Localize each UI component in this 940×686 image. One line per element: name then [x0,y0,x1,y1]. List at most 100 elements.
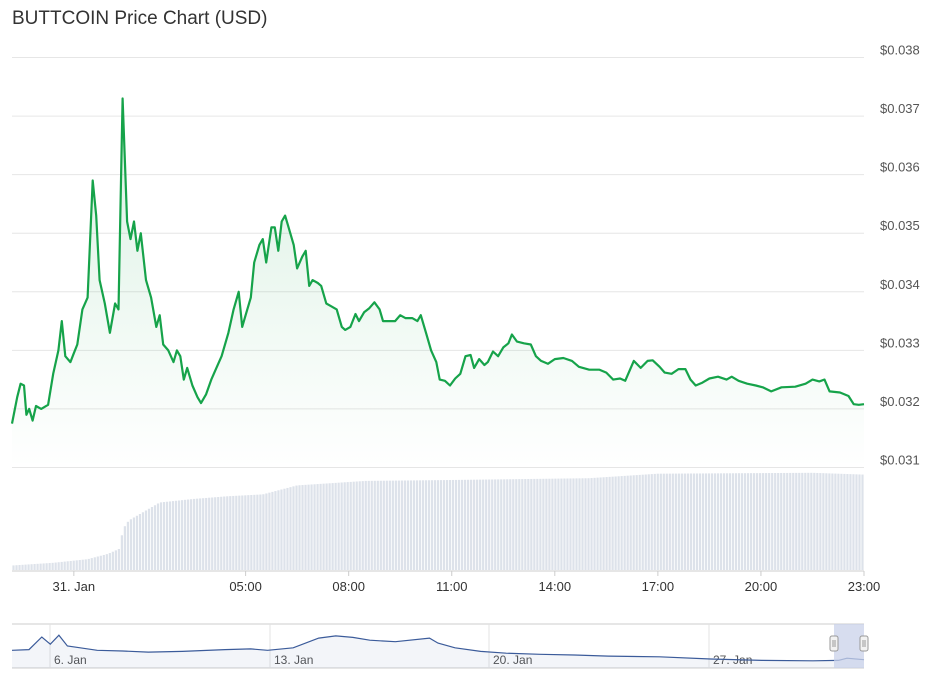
volume-bar [650,474,653,570]
x-tick-label: 05:00 [229,579,262,594]
volume-bar [593,477,596,570]
volume-bar [542,478,545,570]
volume-bar [15,565,18,570]
volume-bar [18,565,21,570]
navigator-handle-left[interactable] [829,635,839,652]
x-axis: 31. Jan 05:00 08:00 11:00 14:00 17:00 20:00 23:… [12,570,881,594]
volume-bar [584,478,587,570]
volume-bar [205,497,208,570]
volume-bar [454,479,458,570]
volume-bar [734,473,738,570]
volume-bar [545,478,548,570]
volume-bars [12,472,864,570]
volume-bar [99,555,102,570]
volume-bar [759,473,762,570]
volume-bar [536,478,539,570]
volume-bar [470,479,473,570]
volume-bar [337,482,340,570]
volume-bar [391,480,394,570]
volume-bar [268,492,271,570]
volume-bar [662,473,665,570]
volume-bar [533,478,536,570]
volume-bar [554,478,557,570]
volume-bar [777,472,780,570]
y-tick-label: $0.034 [880,277,920,292]
volume-bar [367,480,370,570]
volume-bar [364,480,367,570]
volume-bar [689,473,692,570]
volume-bar [719,473,723,570]
volume-bar [560,478,563,570]
volume-bar [382,480,385,570]
volume-bar [159,502,163,570]
x-tick-label: 17:00 [642,579,675,594]
volume-bar [331,483,334,570]
volume-bar [485,479,488,570]
volume-bar [680,473,683,570]
volume-bar [24,564,27,570]
volume-bar [54,562,57,570]
volume-bar [352,481,355,570]
volume-bar [575,478,578,570]
navigator-selection[interactable] [834,624,864,668]
volume-bar [834,473,837,570]
volume-bar [798,472,801,570]
volume-bar [223,496,226,570]
volume-bar [831,473,834,570]
volume-bar [683,473,686,570]
volume-bar [319,483,322,570]
volume-bar [509,479,512,570]
volume-bar [801,472,804,570]
volume-bar [48,563,51,570]
volume-bar [226,496,229,570]
volume-bar [602,477,605,570]
volume-bar [704,473,708,570]
navigator-handle-right[interactable] [859,635,869,652]
volume-bar [33,564,36,570]
volume-bar [439,480,443,570]
volume-bar [253,494,256,570]
volume-bar [87,558,90,570]
volume-bar [147,508,151,570]
volume-bar [144,510,148,570]
volume-bar [786,472,789,570]
volume-bar [256,494,259,570]
volume-bar [180,500,184,570]
volume-bar [448,480,452,570]
volume-bar [822,473,825,570]
volume-bar [421,480,425,570]
volume-bar [102,554,105,570]
volume-bar [578,478,581,570]
volume-bar [494,479,497,570]
volume-bar [108,553,111,570]
price-line[interactable] [10,97,865,424]
volume-bar [825,473,828,570]
volume-bar [117,549,120,570]
volume-bar [328,483,331,570]
volume-bar [819,473,822,570]
volume-bar [199,498,202,570]
volume-bar [524,479,527,570]
volume-bar [614,476,617,570]
volume-bar [385,480,388,570]
volume-bar [753,473,756,570]
volume-bar [343,482,346,570]
volume-bar [674,473,677,570]
volume-bar [349,481,352,570]
volume-bar [566,478,569,570]
x-tick-label: 23:00 [848,579,881,594]
volume-bar [418,480,422,570]
volume-bar [90,558,93,570]
volume-bar [238,495,241,570]
volume-bar [165,501,169,570]
volume-bar [433,480,437,570]
volume-bar [277,490,280,570]
volume-bar [141,512,145,570]
volume-bar [846,474,849,570]
volume-bar [686,473,689,570]
volume-bar [695,473,699,570]
volume-bar [768,473,771,570]
navigator[interactable]: 6. Jan 13. Jan 20. Jan 27. Jan [11,623,869,669]
volume-bar [247,495,250,570]
